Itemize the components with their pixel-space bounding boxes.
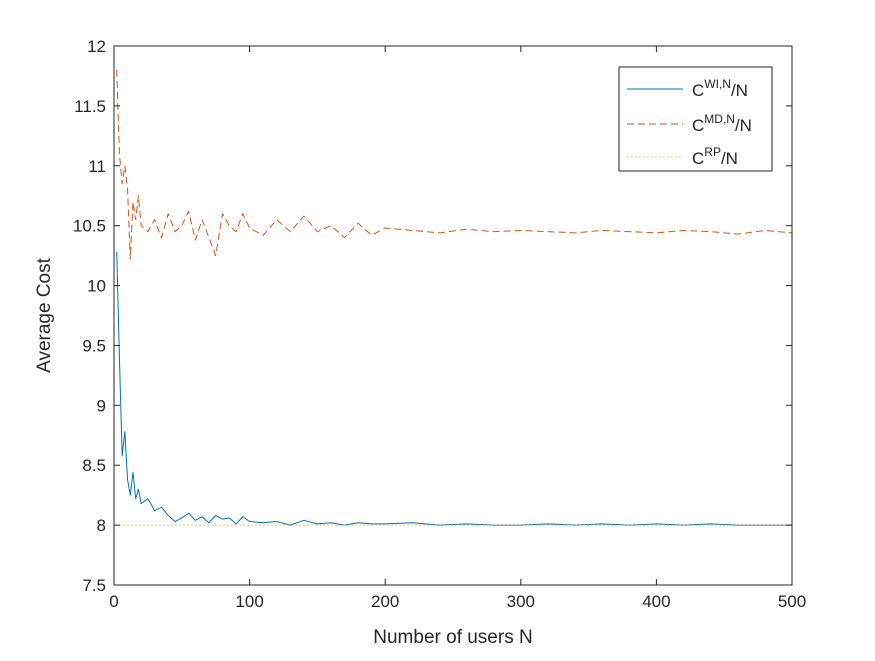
- y-tick-label: 11.5: [74, 97, 106, 116]
- legend-box: [618, 66, 773, 172]
- x-tick-label: 500: [778, 592, 806, 611]
- y-tick-label: 8.5: [82, 456, 106, 475]
- ticks-layer: 0 100 200 300 400 500 7.5 8 8.5 9 9.5 10 10.5 11 11.5 1…: [73, 37, 806, 611]
- y-tick-label: 7.5: [82, 576, 106, 595]
- y-tick-label: 10.5: [73, 217, 106, 236]
- series-layer: [115, 69, 793, 526]
- series-line-1: [116, 252, 792, 526]
- legend-label-3: CRP/N: [692, 145, 738, 168]
- y-tick-label: 9.5: [82, 336, 106, 355]
- series-line-2: [116, 69, 793, 260]
- y-tick-label: 12: [87, 37, 106, 56]
- y-tick-label: 10: [87, 277, 106, 296]
- legend-label-1: CWI,N/N: [692, 77, 748, 100]
- x-axis-label: Number of users N: [373, 627, 532, 648]
- x-tick-label: 400: [642, 592, 670, 611]
- axes-box: [113, 45, 793, 586]
- x-tick-label: 0: [109, 592, 118, 611]
- legend: CWI,N/N CMD,N/N CRP/N: [618, 66, 773, 172]
- legend-label-2: CMD,N/N: [692, 112, 752, 135]
- x-tick-label: 100: [235, 592, 263, 611]
- x-tick-label: 200: [371, 592, 399, 611]
- x-tick-label: 300: [507, 592, 535, 611]
- y-tick-label: 8: [97, 516, 106, 535]
- y-tick-label: 9: [97, 396, 106, 415]
- y-axis-label: Average Cost: [34, 257, 55, 372]
- y-tick-label: 11: [88, 157, 106, 176]
